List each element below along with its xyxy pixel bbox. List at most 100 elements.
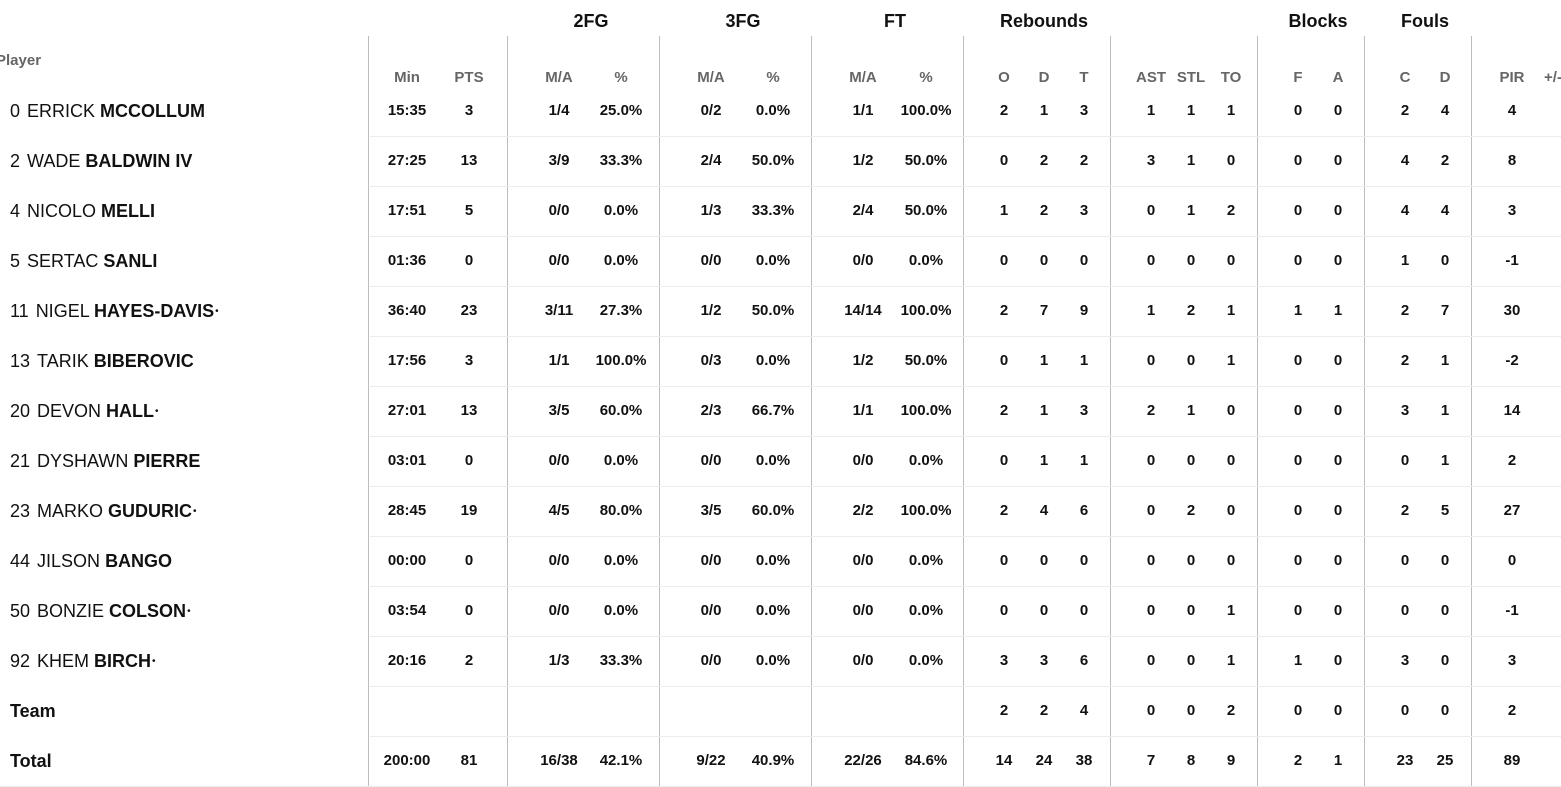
- player-first-name: DEVON: [37, 401, 107, 421]
- stat-cell-d: 3: [1039, 652, 1049, 669]
- starter-marker-icon: •: [155, 406, 159, 418]
- player-name[interactable]: 2 WADE BALDWIN IV: [10, 150, 192, 172]
- stat-cell-c: 2: [1400, 102, 1410, 119]
- stat-cell-d: 1: [1440, 352, 1450, 369]
- player-name[interactable]: 92 KHEM BIRCH•: [10, 650, 156, 673]
- stat-cell-t: 0: [1079, 252, 1089, 269]
- stat-cell--: 0.0%: [908, 552, 944, 569]
- row-divider: [370, 736, 1561, 737]
- stat-cell-stl: 2: [1186, 302, 1196, 319]
- stat-cell--: 100.0%: [595, 352, 647, 369]
- stat-cell-pir: 3: [1507, 652, 1517, 669]
- stat-cell-d: 0: [1440, 602, 1450, 619]
- stat-cell-to: 0: [1226, 552, 1236, 569]
- stat-cell-stl: 0: [1186, 252, 1196, 269]
- stat-cell-pir: -2: [1505, 352, 1519, 369]
- stat-cell-a: 0: [1333, 452, 1343, 469]
- stat-cell-to: 0: [1226, 402, 1236, 419]
- stat-cell-c: 4: [1400, 152, 1410, 169]
- player-name[interactable]: 20 DEVON HALL•: [10, 400, 159, 423]
- player-name[interactable]: 11 NIGEL HAYES-DAVIS•: [10, 300, 219, 323]
- stat-cell-ast: 0: [1146, 552, 1156, 569]
- player-first-name: SERTAC: [27, 251, 104, 271]
- stat-cell-pir: 2: [1507, 702, 1517, 719]
- stat-cell-stl: 0: [1186, 552, 1196, 569]
- stat-cell-pts: 13: [460, 402, 478, 419]
- player-name[interactable]: 13 TARIK BIBEROVIC: [10, 350, 194, 372]
- player-name[interactable]: 23 MARKO GUDURIC•: [10, 500, 197, 523]
- stat-cell-c: 4: [1400, 202, 1410, 219]
- stat-cell-t: 6: [1079, 652, 1089, 669]
- stat-cell-ast: 0: [1146, 652, 1156, 669]
- column-header-f: F: [1293, 69, 1303, 86]
- stat-cell-pts: 0: [464, 602, 474, 619]
- stat-cell--: 25.0%: [599, 102, 643, 119]
- stat-cell--: 33.3%: [599, 152, 643, 169]
- stat-cell-m-a: 3/11: [544, 302, 574, 319]
- stat-cell-pts: 0: [464, 252, 474, 269]
- stat-cell-to: 2: [1226, 702, 1236, 719]
- stat-cell-pir: 27: [1503, 502, 1521, 519]
- stat-cell-min: 00:00: [387, 552, 427, 569]
- column-divider: [1471, 36, 1472, 787]
- stat-cell-m-a: 0/0: [700, 652, 722, 669]
- stat-cell-stl: 1: [1186, 402, 1196, 419]
- stat-cell-pir: 2: [1507, 452, 1517, 469]
- stat-cell-t: 38: [1075, 752, 1093, 769]
- player-name[interactable]: 21 DYSHAWN PIERRE: [10, 450, 200, 472]
- stat-cell-m-a: 1/4: [548, 102, 570, 119]
- stat-cell--: 60.0%: [751, 502, 795, 519]
- stat-cell-o: 2: [999, 402, 1009, 419]
- column-header-min: Min: [394, 69, 420, 86]
- stat-cell--: 0.0%: [755, 452, 791, 469]
- player-number: 11: [10, 301, 29, 321]
- stat-cell--: 0.0%: [755, 602, 791, 619]
- stat-cell-stl: 8: [1186, 752, 1196, 769]
- stat-cell-d: 0: [1039, 602, 1049, 619]
- stat-cell-m-a: 2/4: [852, 202, 874, 219]
- player-name[interactable]: 0 ERRICK MCCOLLUM: [10, 100, 205, 122]
- player-name[interactable]: 50 BONZIE COLSON•: [10, 600, 191, 623]
- player-name[interactable]: 5 SERTAC SANLI: [10, 250, 157, 272]
- stat-cell--: 0.0%: [755, 102, 791, 119]
- stat-cell--: 50.0%: [904, 352, 948, 369]
- player-name[interactable]: 44 JILSON BANGO: [10, 550, 172, 572]
- stat-cell-m-a: 1/3: [548, 652, 570, 669]
- stat-cell-m-a: 3/9: [548, 152, 570, 169]
- stat-cell--: 66.7%: [751, 402, 795, 419]
- player-name[interactable]: 4 NICOLO MELLI: [10, 200, 155, 222]
- player-first-name: WADE: [27, 151, 86, 171]
- column-header-d: D: [1439, 69, 1451, 86]
- stat-cell-d: 2: [1039, 702, 1049, 719]
- stat-cell-min: 03:01: [387, 452, 427, 469]
- stat-cell--: 60.0%: [599, 402, 643, 419]
- stat-cell-d: 2: [1039, 152, 1049, 169]
- stat-cell-c: 2: [1400, 352, 1410, 369]
- column-header-d: D: [1038, 69, 1050, 86]
- stat-cell-a: 0: [1333, 552, 1343, 569]
- player-number: 2: [10, 151, 21, 171]
- stat-cell-a: 0: [1333, 252, 1343, 269]
- stat-cell-m-a: 0/0: [700, 452, 722, 469]
- stat-cell-d: 1: [1039, 402, 1049, 419]
- stat-cell-d: 0: [1440, 702, 1450, 719]
- stat-cell-o: 0: [999, 452, 1009, 469]
- stat-cell-pts: 3: [464, 102, 474, 119]
- stat-cell-to: 1: [1226, 102, 1236, 119]
- stat-cell-o: 0: [999, 552, 1009, 569]
- stat-cell-pts: 3: [464, 352, 474, 369]
- stat-cell-to: 1: [1226, 352, 1236, 369]
- stat-cell-pts: 13: [460, 152, 478, 169]
- stat-cell-a: 0: [1333, 702, 1343, 719]
- stat-cell-o: 2: [999, 302, 1009, 319]
- stat-cell-d: 4: [1440, 202, 1450, 219]
- stat-cell-c: 2: [1400, 302, 1410, 319]
- starter-marker-icon: •: [152, 656, 156, 668]
- stat-cell-f: 0: [1293, 402, 1303, 419]
- stat-cell-m-a: 0/0: [700, 552, 722, 569]
- player-last-name: GUDURIC: [108, 501, 193, 521]
- stat-cell-pts: 0: [464, 552, 474, 569]
- stat-cell--: 0.0%: [603, 552, 639, 569]
- stat-cell-a: 0: [1333, 602, 1343, 619]
- stat-cell-a: 0: [1333, 152, 1343, 169]
